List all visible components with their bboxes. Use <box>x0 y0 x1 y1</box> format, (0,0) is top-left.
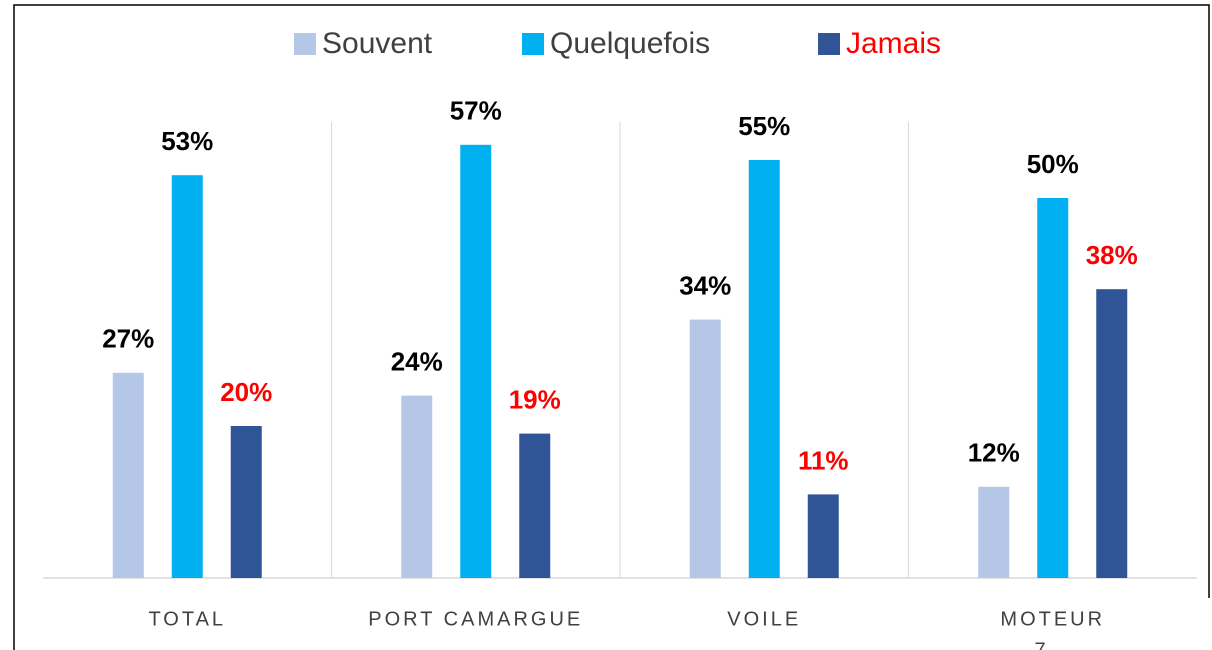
bar <box>1096 289 1128 578</box>
legend-swatch <box>294 33 316 55</box>
bar <box>460 144 492 579</box>
value-label: 20% <box>220 377 272 407</box>
bar <box>1037 198 1069 578</box>
x-tick-label: TOTAL <box>148 608 226 630</box>
legend-swatch <box>818 33 840 55</box>
bar <box>807 494 839 578</box>
value-label: 19% <box>509 384 561 414</box>
x-tick-label: PORT CAMARGUE <box>368 608 583 630</box>
bar <box>230 426 262 578</box>
bar <box>171 175 203 578</box>
value-label: 55% <box>738 111 790 141</box>
slide-number: 7 <box>1034 639 1045 650</box>
bar <box>401 395 433 578</box>
value-label: 53% <box>161 126 213 156</box>
value-label: 38% <box>1086 240 1138 270</box>
bar <box>112 372 144 578</box>
value-label: 50% <box>1027 149 1079 179</box>
value-label: 27% <box>102 324 154 354</box>
x-tick-label: VOILE <box>727 608 801 630</box>
bar <box>978 486 1010 578</box>
frame <box>13 4 1210 650</box>
bar <box>519 433 551 578</box>
x-tick-label: MOTEUR <box>1000 608 1105 630</box>
legend-label: Souvent <box>322 27 433 60</box>
legend-label: Quelquefois <box>550 27 710 60</box>
value-label: 12% <box>968 438 1020 468</box>
value-label: 11% <box>798 445 849 475</box>
legend-label: Jamais <box>846 27 941 60</box>
legend-swatch <box>522 33 544 55</box>
bar <box>689 319 721 578</box>
value-label: 24% <box>391 346 443 376</box>
value-label: 57% <box>450 96 502 126</box>
bar <box>748 160 780 578</box>
value-label: 34% <box>679 270 731 300</box>
